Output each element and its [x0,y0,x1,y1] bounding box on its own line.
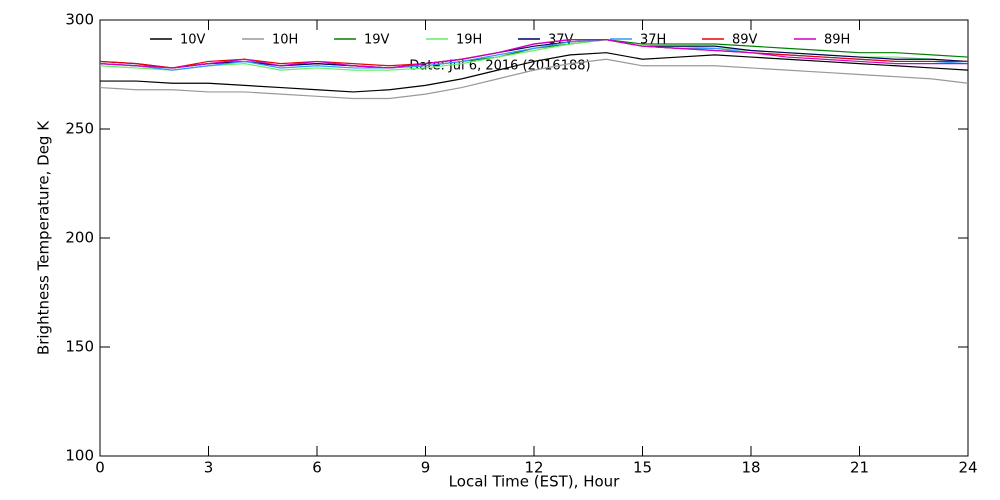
x-tick-label: 24 [958,459,977,477]
annotation: Date: Jul 6, 2016 (2016188) [409,59,590,74]
y-axis-label: Brightness Temperature, Deg K [35,120,53,355]
x-tick-label: 15 [633,459,652,477]
legend-label: 19H [456,33,482,48]
x-tick-label: 9 [421,459,431,477]
x-tick-label: 6 [312,459,322,477]
x-tick-label: 12 [524,459,543,477]
data-line [99,58,969,100]
x-tick-label: 21 [850,459,869,477]
legend-label: 89V [732,33,758,48]
legend-label: 19V [364,33,390,48]
legend-label: 10H [272,33,298,48]
x-axis-label: Local Time (EST), Hour [449,473,620,491]
data-line [99,39,968,69]
x-tick-label: 18 [741,459,760,477]
y-tick-label: 150 [65,338,94,356]
x-tick-label: 3 [204,459,214,477]
legend-label: 10V [180,33,206,48]
legend-label: 37H [640,33,666,48]
y-tick-label: 100 [65,447,94,465]
x-tick-label: 0 [95,459,105,477]
y-tick-label: 200 [65,229,94,247]
legend-label: 37V [548,33,574,48]
plot-frame [99,19,969,457]
legend-label: 89H [824,33,850,48]
y-tick-label: 250 [65,120,94,138]
y-tick-label: 300 [65,11,94,29]
data-line [100,52,969,93]
